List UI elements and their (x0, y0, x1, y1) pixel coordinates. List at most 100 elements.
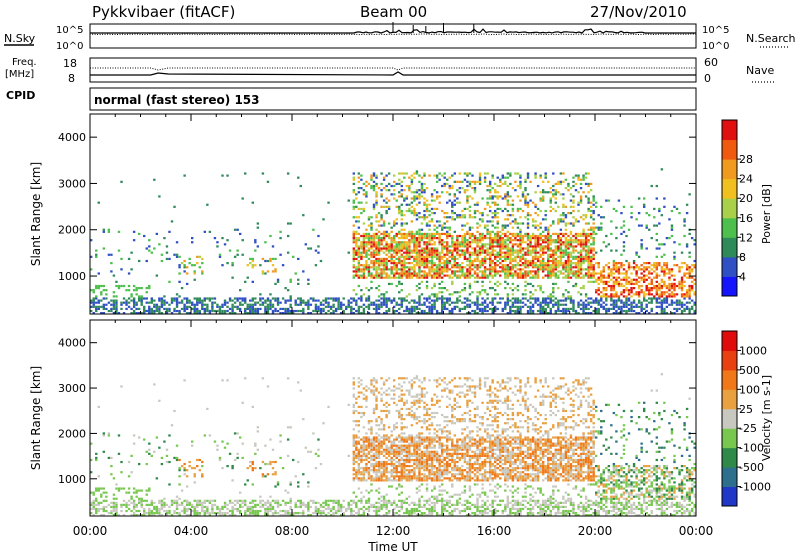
power-cell (514, 232, 517, 236)
power-cell (408, 247, 411, 250)
power-cell (478, 176, 482, 179)
power-cell (216, 241, 219, 244)
power-cell (536, 276, 540, 279)
power-cell (446, 307, 449, 311)
power-cell (688, 309, 691, 313)
power-cell (433, 174, 436, 177)
power-cell (264, 309, 267, 313)
velocity-cell (160, 499, 164, 502)
power-cell (519, 176, 522, 179)
y-tick-label: 4000 (58, 131, 86, 144)
power-cell (418, 237, 421, 240)
power-cell (286, 222, 290, 225)
power-cell (627, 282, 631, 286)
power-cell (208, 299, 212, 302)
power-cell (569, 276, 573, 279)
power-cell (648, 293, 651, 296)
power-cell (524, 241, 527, 244)
power-cell (355, 303, 358, 306)
velocity-cell (180, 489, 184, 492)
power-cell (355, 216, 358, 219)
power-cell (541, 266, 545, 269)
power-cell (640, 272, 643, 275)
power-cell (541, 264, 545, 267)
power-cell (352, 201, 355, 204)
power-cell (617, 284, 621, 288)
power-cell (461, 187, 464, 190)
power-cell (567, 247, 570, 250)
power-cell (605, 293, 608, 296)
power-cell (382, 299, 386, 302)
power-cell (476, 259, 479, 263)
power-cell (420, 270, 424, 273)
power-cell (370, 259, 373, 263)
power-cell (557, 218, 560, 221)
power-cell (494, 262, 497, 265)
power-cell (395, 182, 398, 186)
power-cell (254, 264, 257, 267)
power-cell (292, 309, 295, 313)
power-cell (678, 266, 681, 269)
power-cell (486, 249, 489, 252)
power-cell (564, 241, 568, 244)
power-cell (400, 184, 403, 188)
power-cell (587, 222, 590, 225)
power-cell (435, 195, 439, 198)
power-cell (494, 268, 497, 271)
power-cell (206, 307, 209, 311)
velocity-cell (150, 509, 153, 513)
power-cell (415, 230, 419, 233)
power-cell (607, 266, 611, 269)
power-cell (254, 303, 257, 306)
power-cell (582, 243, 585, 246)
power-cell (559, 249, 563, 252)
velocity-cell (163, 503, 166, 506)
power-cell (663, 309, 666, 313)
power-cell (410, 205, 414, 208)
power-cell (690, 289, 694, 292)
power-cell (597, 226, 600, 229)
power-cell (589, 255, 593, 258)
power-cell (516, 226, 520, 229)
velocity-cell (175, 499, 179, 502)
velocity-cell (158, 514, 161, 517)
power-cell (461, 234, 464, 238)
power-cell (148, 284, 151, 288)
power-cell (135, 301, 138, 304)
power-cell (587, 172, 590, 175)
power-cell (372, 203, 376, 206)
power-cell (577, 274, 580, 277)
velocity-cell (259, 499, 262, 502)
power-cell (347, 251, 350, 254)
power-cell (531, 293, 535, 296)
power-cell (579, 201, 583, 204)
power-cell (526, 245, 530, 248)
power-cell (410, 234, 414, 238)
power-cell (544, 191, 547, 194)
power-cell (466, 276, 469, 279)
power-cell (496, 191, 499, 194)
power-cell (486, 203, 489, 206)
power-cell (440, 241, 444, 244)
power-cell (423, 197, 426, 200)
power-cell (630, 289, 633, 292)
power-cell (592, 218, 595, 221)
power-cell (403, 189, 406, 192)
power-cell (620, 284, 623, 288)
power-cell (148, 245, 151, 248)
power-cell (486, 309, 489, 313)
power-cell (582, 309, 585, 313)
power-cell (685, 264, 689, 267)
power-cell (435, 251, 439, 254)
power-cell (463, 245, 467, 248)
power-cell (317, 245, 320, 248)
power-cell (605, 280, 608, 283)
velocity-cell (254, 514, 257, 517)
power-cell (547, 253, 550, 256)
velocity-cell (193, 505, 196, 509)
power-cell (398, 249, 401, 252)
power-cell (410, 307, 414, 311)
power-cell (516, 264, 520, 267)
power-cell (648, 214, 651, 217)
velocity-cell (102, 450, 106, 453)
